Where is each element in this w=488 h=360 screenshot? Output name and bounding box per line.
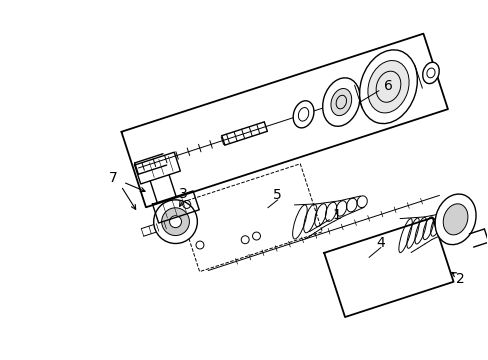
Ellipse shape bbox=[322, 78, 359, 126]
Text: 5: 5 bbox=[273, 188, 282, 202]
Ellipse shape bbox=[293, 101, 313, 128]
Ellipse shape bbox=[359, 50, 417, 123]
Ellipse shape bbox=[330, 89, 351, 116]
Text: 3: 3 bbox=[179, 187, 187, 201]
Circle shape bbox=[169, 216, 181, 228]
Ellipse shape bbox=[442, 204, 467, 235]
Circle shape bbox=[153, 200, 197, 243]
Ellipse shape bbox=[367, 60, 408, 113]
Text: 2: 2 bbox=[455, 272, 464, 286]
Ellipse shape bbox=[434, 194, 475, 245]
Ellipse shape bbox=[422, 62, 438, 84]
Circle shape bbox=[162, 208, 189, 235]
Text: 4: 4 bbox=[376, 235, 385, 249]
Ellipse shape bbox=[487, 189, 488, 220]
Text: 6: 6 bbox=[384, 79, 392, 93]
Text: 1: 1 bbox=[332, 208, 341, 222]
Text: 7: 7 bbox=[108, 171, 117, 185]
